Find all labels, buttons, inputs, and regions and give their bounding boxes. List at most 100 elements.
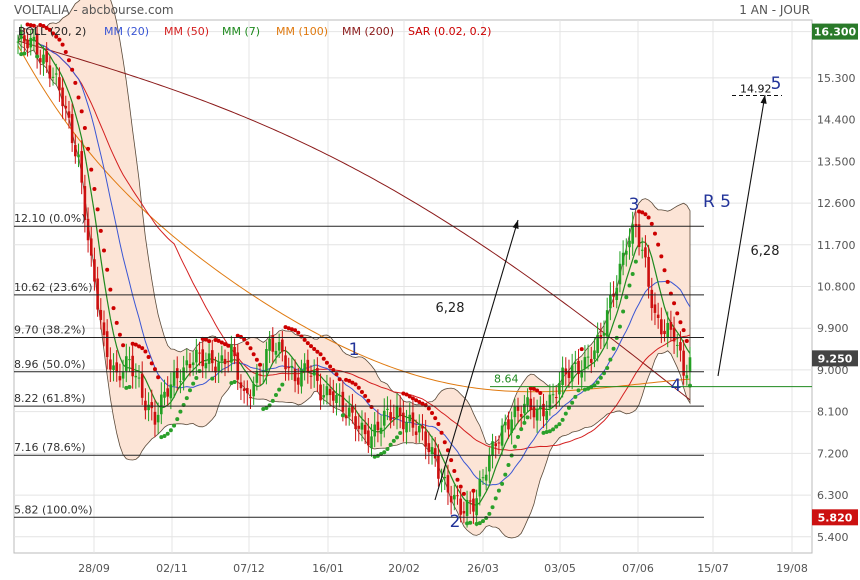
candle-body [516, 406, 520, 411]
y-tick-label: 14.400 [817, 114, 856, 127]
candle-body [497, 442, 501, 444]
sar-dot [363, 393, 368, 398]
sar-dot [557, 422, 562, 427]
sar-dot [105, 267, 110, 272]
sar-dot [28, 23, 33, 28]
sar-dot [254, 357, 259, 362]
sar-dot [665, 279, 670, 284]
sar-dot [146, 354, 151, 359]
candle-body [558, 382, 561, 395]
sar-dot [76, 95, 81, 100]
candle-body [656, 314, 660, 318]
candle-body [121, 372, 125, 379]
sar-dot [270, 398, 275, 403]
sar-dot [372, 454, 377, 459]
sar-dot [168, 428, 173, 433]
sar-dot [455, 477, 460, 482]
candle-body [679, 342, 682, 351]
fibonacci-label: 8.96 (50.0%) [14, 358, 86, 371]
candle-body [389, 412, 392, 421]
sar-dot [229, 381, 234, 386]
sar-dot [95, 207, 100, 212]
candle-body [688, 357, 692, 372]
candle-body [328, 388, 332, 396]
sar-dot [47, 27, 52, 32]
candle-body [542, 403, 545, 417]
candle-body [570, 365, 574, 382]
candle-body [274, 350, 278, 355]
sar-dot [334, 372, 339, 377]
y-tick-label: 13.500 [817, 155, 856, 168]
candle-body [491, 441, 494, 456]
y-tick-label: 10.800 [817, 281, 856, 294]
sar-dot [630, 272, 635, 277]
candle-body [599, 335, 603, 339]
sar-dot [493, 496, 498, 501]
candle-body [609, 294, 612, 309]
legend-mm50: MM (50) [164, 25, 210, 38]
candle-body [660, 319, 663, 335]
candle-body [481, 477, 485, 479]
candle-body [105, 331, 109, 358]
sar-dot [98, 228, 103, 233]
y-tick-label: 5.400 [817, 531, 849, 544]
sar-dot [570, 400, 575, 405]
candle-body [478, 478, 482, 497]
candle-body [306, 359, 310, 373]
candle-body [354, 416, 357, 430]
candle-body [370, 436, 373, 449]
sar-dot [547, 429, 552, 434]
candle-body [376, 421, 380, 431]
candle-body [621, 252, 625, 265]
sar-dot [60, 42, 65, 47]
candle-body [312, 369, 316, 376]
candle-body [54, 73, 58, 75]
sar-dot [70, 67, 75, 72]
candle-body [89, 238, 93, 256]
candle-body [185, 360, 189, 366]
candle-body [379, 427, 383, 434]
sar-dot [22, 51, 27, 56]
candle-body [42, 54, 45, 64]
sar-dot [554, 424, 559, 429]
sar-dot [340, 413, 345, 418]
sar-dot [404, 392, 409, 397]
sar-dot [353, 382, 358, 387]
candle-body [230, 344, 233, 363]
candle-body [166, 388, 169, 397]
sar-dot [130, 341, 135, 346]
sar-dot [324, 360, 329, 365]
sar-dot [210, 376, 215, 381]
sar-dot [468, 520, 473, 525]
candle-body [449, 496, 453, 503]
sar-dot [328, 364, 333, 369]
candle-body [137, 377, 141, 379]
wave-label: 2 [450, 512, 461, 532]
sar-dot [573, 394, 578, 399]
candle-body [672, 327, 676, 342]
candle-body [293, 368, 297, 382]
candle-body [561, 367, 564, 385]
bollinger-band [17, 0, 691, 539]
sar-dot [423, 403, 428, 408]
candle-body [201, 349, 205, 367]
candle-body [268, 338, 271, 351]
candle-body [252, 383, 255, 397]
sar-dot [662, 268, 667, 273]
candle-body [424, 431, 427, 447]
sar-dot [566, 405, 571, 410]
wave-label: 4 [671, 376, 682, 396]
candle-body [666, 322, 670, 338]
sar-dot [305, 341, 310, 346]
candle-body [19, 31, 23, 39]
candle-body [331, 391, 335, 401]
sar-dot [398, 430, 403, 435]
candle-body [574, 362, 577, 365]
candle-body [615, 287, 619, 301]
sar-dot [54, 34, 59, 39]
sar-dot [579, 347, 584, 352]
sar-dot [391, 438, 396, 443]
y-tick-label: 15.300 [817, 72, 856, 85]
sar-dot [121, 343, 126, 348]
sar-dot [344, 377, 349, 382]
